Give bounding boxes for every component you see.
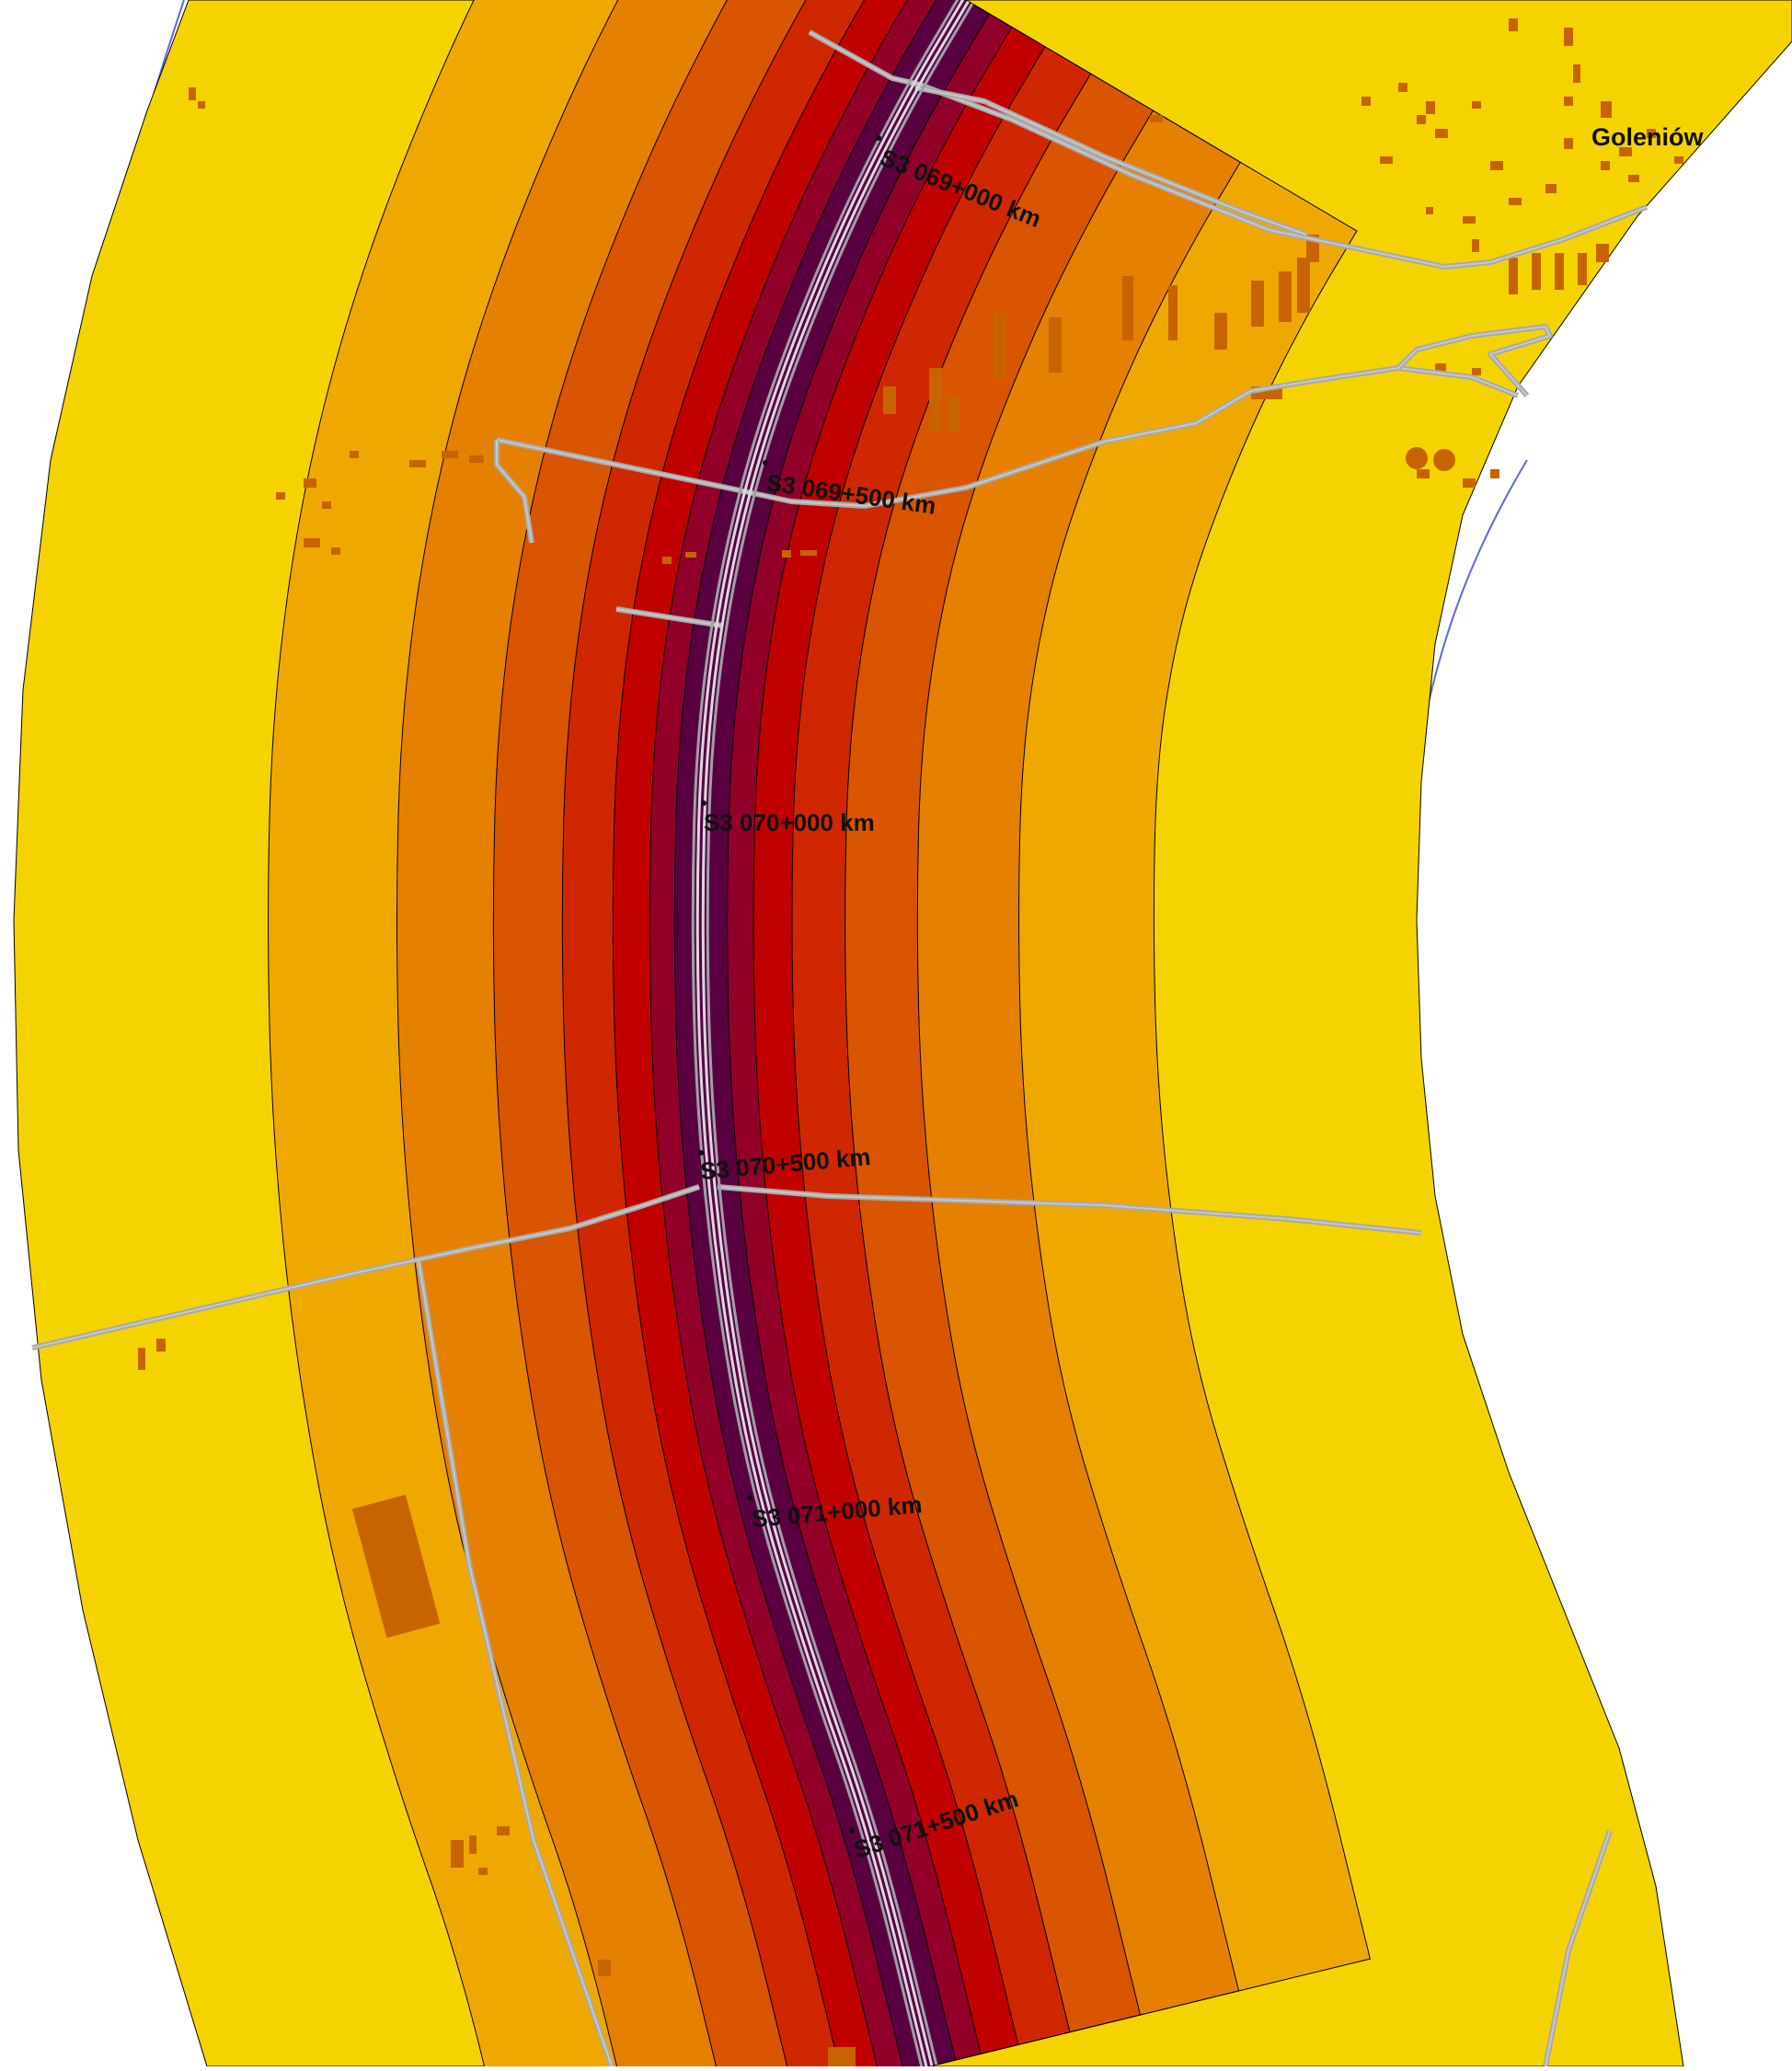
building [1361,97,1371,106]
building [1472,101,1481,109]
building [1601,161,1610,170]
building [276,492,285,500]
building [1545,184,1557,193]
building [1380,156,1393,164]
building [1398,83,1407,92]
building [1251,281,1264,308]
building [1601,101,1612,118]
local-road-centerline [1397,325,1552,397]
expressway-carriageway [701,0,970,2066]
building [1674,156,1683,164]
building [1297,258,1310,313]
building [598,1960,611,1976]
building [1472,368,1481,375]
building [198,101,205,109]
building [138,1348,145,1370]
building [1279,271,1292,322]
local-road-centerline [717,1186,1422,1234]
expressway-s3 [691,0,974,2069]
building [189,87,196,100]
local-road-centerline [615,608,723,627]
local-road-centerline [809,31,1648,269]
local-road-centerline [496,366,1519,508]
local-road-centerline [496,440,533,544]
building [1490,469,1499,478]
building [1472,239,1479,252]
building [1573,64,1580,83]
building [1417,469,1430,478]
building [1122,276,1133,340]
local-road-centerline [914,86,1307,236]
building [1168,285,1177,340]
km-marker-070-000: S3 070+000 km [701,800,875,836]
building [1578,253,1587,285]
building [1251,308,1264,327]
km-marker-label: S3 070+000 km [704,809,875,836]
building [451,1840,464,1868]
local-road-centerline [418,1260,613,2067]
building [478,1868,488,1875]
building [800,550,817,556]
building [1596,244,1609,262]
building [331,547,340,555]
building [883,386,896,414]
building [1509,258,1518,294]
tank [1433,449,1455,471]
building [948,396,960,432]
building [1435,129,1448,138]
building [1532,253,1541,290]
tank [1406,447,1428,469]
building [1564,138,1573,149]
building [497,1826,510,1835]
building [1509,18,1518,31]
building [1490,161,1503,170]
building [1426,207,1433,214]
building [662,557,672,564]
building [1619,147,1632,156]
expressway-carriageway [691,0,959,2069]
expressway-carriageway [695,0,965,2068]
expressway-carriageway [706,3,974,2065]
noise-zones [13,0,1792,2071]
large-building [351,1494,441,1639]
building [322,501,331,509]
buildings-layer [138,18,1683,2066]
building [828,2047,856,2066]
building [1647,129,1656,138]
building [304,538,320,547]
building [1564,97,1573,106]
building [1628,175,1639,182]
building [1564,28,1573,46]
building [1426,101,1435,114]
building [1463,478,1476,488]
building [1214,313,1227,350]
building [442,451,458,458]
local-road-centerline [1545,1830,1611,2067]
building [1417,115,1426,124]
building [1435,363,1446,373]
building [304,478,316,488]
local-road-centerline [31,1186,700,1349]
building [685,552,696,558]
building [782,550,791,558]
building [156,1339,166,1352]
building [929,368,942,432]
building [1555,253,1564,290]
building [994,313,1006,377]
roads-layer [31,29,1648,2067]
building [1049,317,1062,373]
building [409,460,426,467]
building [469,455,484,463]
building [469,1835,477,1854]
building [1509,198,1522,205]
building [1463,216,1476,224]
building [1150,115,1163,122]
building [350,451,359,458]
town-label: Goleniów [1591,123,1704,151]
